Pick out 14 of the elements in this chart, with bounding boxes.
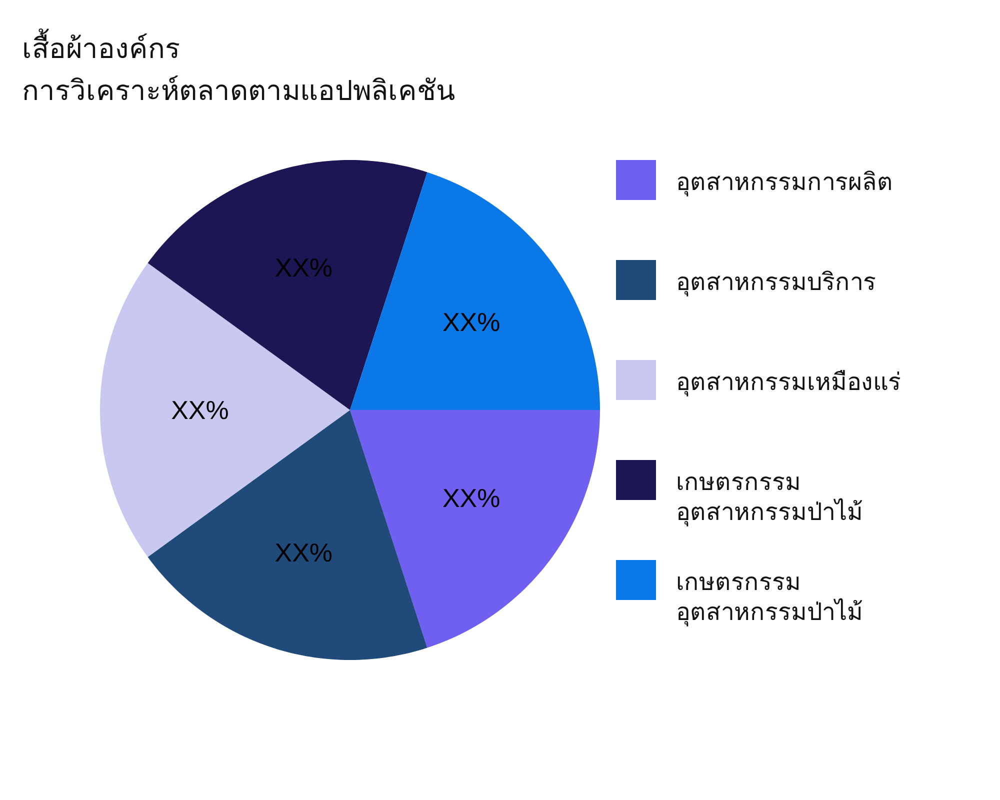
chart-subtitle: การวิเคราะห์ตลาดตามแอปพลิเคชัน [22,74,455,107]
legend-label: อุตสาหกรรมบริการ [676,268,876,297]
legend-label: เกษตรกรรม อุตสาหกรรมป่าไม้ [676,468,863,527]
chart-title: เสื้อผ้าองค์กร [22,28,180,65]
legend-label: เกษตรกรรม อุตสาหกรรมป่าไม้ [676,568,863,627]
legend-label: อุตสาหกรรมการผลิต [676,168,893,197]
legend-label: อุตสาหกรรมเหมืองแร่ [676,368,901,397]
pie-slice [350,172,600,410]
data-label: XX% [274,538,333,568]
data-label: XX% [442,306,500,337]
data-label: XX% [274,252,333,282]
data-label: XX% [171,395,229,425]
data-label: XX% [442,483,500,514]
pie-slice [350,410,600,648]
